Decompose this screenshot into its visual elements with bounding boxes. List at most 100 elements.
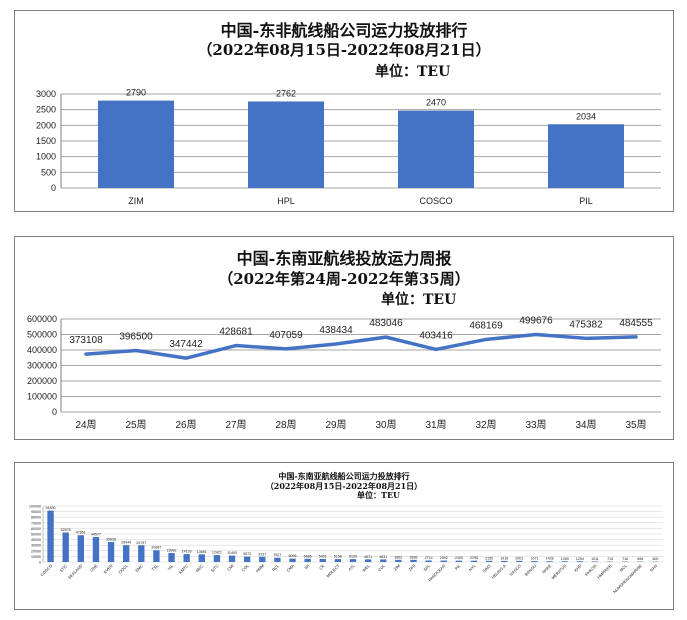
chart1-bar: [398, 110, 474, 188]
chart3-ytick-label: 30000: [31, 544, 41, 548]
chart3-xtick-label: BANGU: [524, 563, 538, 577]
chart2-title: 中国-东南亚航线投放运力周报: [236, 249, 452, 268]
chart3-xtick-label: WEL: [361, 563, 371, 573]
chart2-ytick-label: 600000: [27, 314, 57, 324]
chart3-bar: [259, 556, 266, 562]
chart3-ytick-label: 100000: [29, 505, 41, 509]
chart3-xtick-label: MERATUS: [550, 563, 567, 580]
chart3-data-label: 715: [607, 557, 613, 561]
chart3-xtick-label: IAL: [166, 563, 174, 571]
chart3-xtick-label: ZIHI: [407, 563, 416, 572]
chart2-data-label: 347442: [169, 339, 203, 350]
chart3-xtick-label: RCL: [271, 563, 281, 573]
chart3-bar: [364, 559, 372, 562]
chart3-xtick-label: HMPRIDE: [596, 563, 613, 580]
chart3-bar: [380, 559, 387, 562]
chart3-xtick-label: HASCO: [508, 563, 522, 577]
chart3-xtick-label: ONE: [89, 563, 99, 573]
chart2-xtick-label: 27周: [225, 419, 246, 431]
chart3-data-label: 2150: [485, 556, 493, 560]
chart3-ytick-label: 10000: [31, 555, 41, 559]
chart3-data-label: 20987: [151, 546, 161, 550]
chart2-xtick-label: 30周: [375, 419, 396, 431]
chart1-xtick-label: COSCO: [419, 196, 452, 206]
chart3-bar: [92, 537, 100, 562]
chart3-data-label: 2592: [440, 556, 448, 560]
southeast-asia-weekly-panel: 中国-东南亚航线投放运力周报 （2022年第24周-2022年第35周） 单位：…: [14, 236, 674, 440]
chart3-data-label: 4631: [379, 555, 387, 559]
chart3-bar: [485, 560, 493, 562]
chart2-xtick-label: 34周: [575, 419, 596, 431]
chart3-xtick-label: MCL: [618, 563, 628, 573]
chart2-data-label: 428681: [219, 327, 253, 338]
chart3-ytick-label: 60000: [31, 527, 41, 531]
chart3-ytick-label: 90000: [31, 510, 41, 514]
chart3-data-label: 44577: [91, 533, 101, 537]
chart3-bar: [153, 550, 160, 562]
chart3-data-label: 52678: [61, 528, 71, 532]
chart3-bar: [304, 558, 311, 562]
chart3-data-label: 1428: [546, 557, 554, 561]
chart3-bar: [334, 559, 342, 562]
chart3-data-label: 2295: [470, 556, 478, 560]
chart3-title: 中国-东南亚航线船公司运力投放排行: [278, 471, 410, 481]
chart3-data-label: 2403: [455, 556, 463, 560]
chart3-bar: [516, 560, 523, 562]
chart1-ytick-label: 2500: [36, 105, 56, 115]
chart1-unit: 单位：TEU: [375, 64, 451, 80]
chart3-data-label: 7627: [273, 553, 281, 557]
chart3-bar: [455, 560, 463, 562]
chart1-bar: [548, 124, 624, 188]
chart3-xtick-label: MOLECT: [325, 563, 341, 579]
chart3-data-label: 9237: [258, 552, 266, 556]
chart3-bar: [470, 560, 478, 562]
chart2-data-label: 373108: [69, 335, 103, 346]
chart3-ytick-label: 0: [39, 561, 41, 565]
chart3-bar: [591, 561, 599, 562]
chart2-xtick-label: 31周: [425, 419, 446, 431]
chart2-xtick-label: 35周: [625, 419, 646, 431]
chart1-data-label: 2762: [276, 88, 296, 98]
chart3-ytick-label: 20000: [31, 549, 41, 553]
chart3-ytick-label: 40000: [31, 538, 41, 542]
chart2-series-line: [84, 332, 638, 360]
chart3-bar: [122, 545, 130, 562]
chart3-data-label: 6096: [289, 554, 297, 558]
chart3-xtick-label: HEUNG-A: [490, 563, 507, 580]
chart3-data-label: 35636: [106, 538, 116, 542]
chart1-title: 中国-东非航线船公司运力投放排行: [220, 21, 468, 40]
chart3-xtick-label: SINO: [481, 563, 491, 573]
chart1-plot: 0 500 1000 1500 2000 2500 3000 2790 ZIM 2762 HPL 24…: [36, 88, 661, 206]
chart3-bar: [440, 560, 447, 562]
chart3-bar: [243, 556, 251, 562]
chart3-bar: [289, 558, 296, 562]
chart2-xtick-label: 32周: [475, 419, 496, 431]
chart1-bar: [248, 101, 324, 188]
southeast-asia-carriers-panel: 中国-东南亚航线船公司运力投放排行 （2022年08月15日-2022年08月2…: [14, 462, 674, 610]
chart1-ytick-label: 3000: [36, 89, 56, 99]
chart3-bar: [546, 561, 553, 562]
chart3-bar: [395, 559, 402, 562]
chart3-bar: [168, 553, 175, 562]
chart3-data-label: 600: [652, 557, 658, 561]
chart3-xtick-label: KHD: [573, 563, 583, 573]
chart3-xtick-label: COSCO: [39, 563, 53, 577]
chart3-xtick-label: CMA: [285, 563, 295, 573]
chart1-ytick-label: 1500: [36, 136, 56, 146]
chart2-unit: 单位：TEU: [381, 292, 457, 308]
chart2-data-label: 438434: [319, 325, 353, 336]
chart2-ytick-label: 0: [52, 407, 57, 417]
chart3-bar: [183, 554, 190, 562]
chart3-xtick-label: EMC: [134, 563, 144, 573]
chart3-data-label: 5158: [334, 555, 342, 559]
chart2-ytick-label: 400000: [27, 345, 57, 355]
chart3-data-label: 15992: [167, 549, 177, 553]
chart2-xtick-label: 25周: [125, 419, 146, 431]
chart3-data-label: 5100: [349, 555, 357, 559]
chart3-xtick-label: COL: [240, 563, 250, 573]
chart3-xtick-label: MSC: [195, 563, 205, 573]
chart3-bar: [228, 555, 236, 562]
chart3-data-label: 12421: [212, 551, 222, 555]
chart3-bar: [138, 545, 145, 562]
chart3-data-label: 3836: [409, 555, 417, 559]
